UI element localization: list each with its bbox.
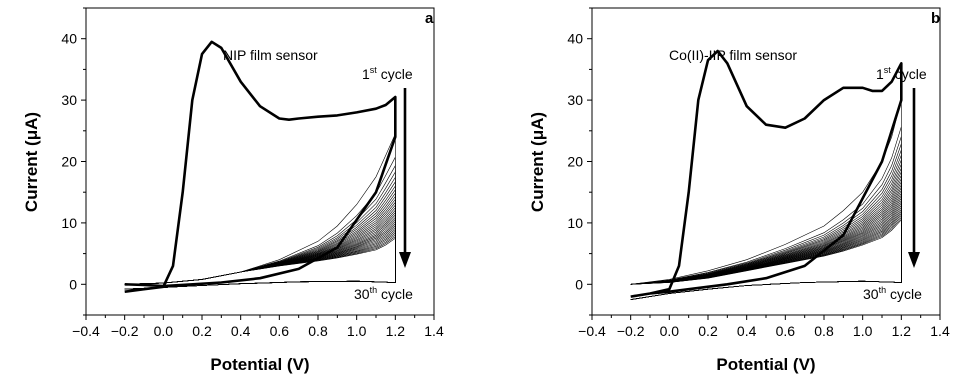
cycle-curve <box>124 192 396 290</box>
panel-b: −0.4 −0.2 0.0 0.2 0.4 0.6 0.8 1.0 1.2 1.4 0 10 20 30… <box>528 7 950 374</box>
x-axis-title: Potential (V) <box>210 355 309 374</box>
arrow-head <box>399 252 411 268</box>
cv-curves <box>124 40 397 293</box>
x-tick-label: 1.0 <box>853 323 873 339</box>
x-tick-label: 1.4 <box>930 323 950 339</box>
x-tick-label: 1.2 <box>892 323 912 339</box>
first-cycle-number: 1 <box>876 66 884 82</box>
first-cycle-sup: st <box>370 65 378 75</box>
last-cycle-word: cycle <box>377 286 413 302</box>
first-cycle-curve <box>124 40 397 293</box>
y-tick-label: 20 <box>61 154 77 170</box>
first-cycle-word: cycle <box>377 66 413 82</box>
panel-letter: a <box>425 10 434 27</box>
y-tick-label: 10 <box>567 215 583 231</box>
x-tick-label: 1.0 <box>347 323 367 339</box>
y-tick-label: 0 <box>575 276 583 292</box>
first-cycle-number: 1 <box>362 66 370 82</box>
y-axis-title: Current (μA) <box>22 112 41 212</box>
x-tick-label: 0.2 <box>192 323 212 339</box>
y-tick-label: 40 <box>567 31 583 47</box>
x-tick-label: −0.2 <box>111 323 139 339</box>
x-tick-label: 0.4 <box>737 323 757 339</box>
x-axis-title: Potential (V) <box>716 355 815 374</box>
last-cycle-number: 30 <box>354 286 370 302</box>
cycle-curve <box>124 133 396 290</box>
x-tick-label: 0.0 <box>154 323 174 339</box>
y-tick-label: 20 <box>567 154 583 170</box>
y-axis-title: Current (μA) <box>528 112 547 212</box>
x-tick-label: 1.4 <box>424 323 444 339</box>
last-cycle-label: 30th cycle <box>863 285 922 302</box>
x-tick-label: −0.2 <box>617 323 645 339</box>
cycle-direction-arrow <box>399 88 411 268</box>
x-tick-label: −0.4 <box>578 323 606 339</box>
panel-a: −0.4 −0.2 0.0 0.2 0.4 0.6 0.8 1.0 1.2 1.4 0 10 20 30… <box>22 7 444 374</box>
cycle-curve <box>124 176 396 290</box>
panel-letter: b <box>931 10 940 27</box>
x-tick-label: 0.4 <box>231 323 251 339</box>
x-tick-label: 0.6 <box>776 323 796 339</box>
cycle-curve <box>124 185 396 290</box>
x-tick-label: 0.8 <box>308 323 328 339</box>
x-tick-label: 0.0 <box>660 323 680 339</box>
first-cycle-label: 1st cycle <box>876 65 927 82</box>
cycle-curve <box>630 219 902 300</box>
y-tick-label: 40 <box>61 31 77 47</box>
first-cycle-word: cycle <box>891 66 927 82</box>
last-cycle-label: 30th cycle <box>354 285 413 302</box>
y-tick-label: 30 <box>61 92 77 108</box>
x-tick-label: −0.4 <box>72 323 100 339</box>
y-tick-label: 10 <box>61 215 77 231</box>
cv-curves <box>630 49 903 300</box>
last-cycle-sup: th <box>370 285 378 295</box>
first-cycle-curve <box>630 49 903 298</box>
y-axis-ticks: 0 10 20 30 40 <box>61 7 86 316</box>
x-axis-ticks: −0.4 −0.2 0.0 0.2 0.4 0.6 0.8 1.0 1.2 1.4 <box>72 315 444 339</box>
cycle-direction-arrow <box>908 88 920 268</box>
y-tick-label: 30 <box>567 92 583 108</box>
cycle-curve <box>124 237 396 290</box>
cycle-curve <box>124 164 396 290</box>
last-cycle-word: cycle <box>886 286 922 302</box>
y-axis-ticks: 0 10 20 30 40 <box>567 7 592 316</box>
cycle-curve <box>124 198 396 290</box>
x-tick-label: 0.8 <box>814 323 834 339</box>
last-cycle-sup: th <box>879 285 887 295</box>
first-cycle-label: 1st cycle <box>362 65 413 82</box>
last-cycle-number: 30 <box>863 286 879 302</box>
first-cycle-sup: st <box>884 65 892 75</box>
x-tick-label: 1.2 <box>386 323 406 339</box>
x-tick-label: 0.6 <box>270 323 290 339</box>
x-axis-ticks: −0.4 −0.2 0.0 0.2 0.4 0.6 0.8 1.0 1.2 1.4 <box>578 315 950 339</box>
y-tick-label: 0 <box>69 276 77 292</box>
x-tick-label: 0.2 <box>698 323 718 339</box>
arrow-head <box>908 252 920 268</box>
chart-title: Co(II)-IIP film sensor <box>669 47 797 63</box>
chart-title: NIP film sensor <box>223 47 318 63</box>
